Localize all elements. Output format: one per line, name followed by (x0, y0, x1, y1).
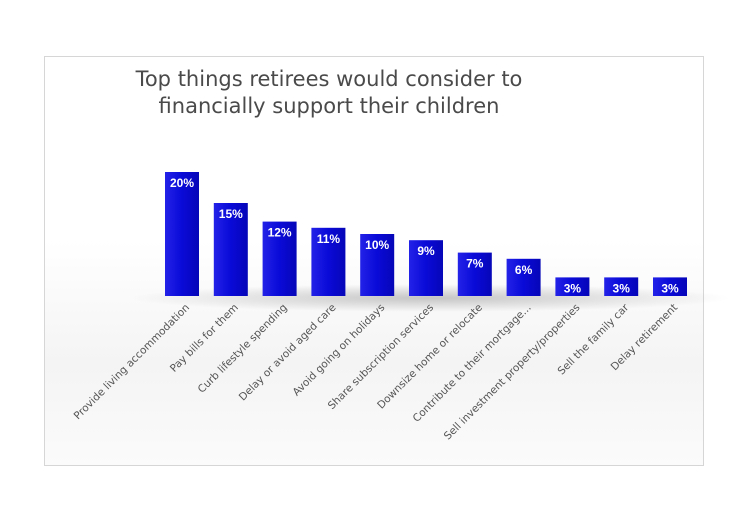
bar-10 (653, 277, 687, 296)
x-tick-label-3: Delay or avoid aged care (237, 302, 339, 404)
bar-value-label-4: 10% (365, 238, 389, 252)
bar-value-label-1: 15% (219, 207, 243, 221)
x-tick-label-5: Share subscription services (326, 302, 436, 412)
x-tick-label-2: Curb lifestyle spending (196, 302, 290, 396)
bar-value-label-10: 3% (661, 281, 679, 295)
bar-6 (457, 252, 492, 296)
bar-3 (311, 227, 346, 296)
bar-4 (360, 234, 395, 296)
bar-value-label-3: 11% (317, 232, 341, 246)
x-tick-label-6: Downsize home or relocate (375, 302, 485, 412)
bar-5 (409, 240, 443, 296)
bar-2 (262, 221, 297, 296)
bar-value-label-5: 9% (417, 244, 435, 258)
bar-8 (555, 277, 590, 296)
x-tick-label-4: Avoid going on holidays (291, 302, 388, 399)
chart-title-line-1: Top things retirees would consider to (135, 67, 523, 91)
chart-title-line-2: financially support their children (158, 94, 500, 118)
bar-value-label-9: 3% (613, 281, 631, 295)
bar-value-label-8: 3% (564, 281, 582, 295)
bar-value-label-0: 20% (170, 176, 194, 190)
bar-value-label-7: 6% (515, 263, 533, 277)
bars (165, 172, 687, 296)
bar-0 (165, 172, 199, 296)
bar-value-label-2: 12% (268, 226, 292, 240)
bar-labels: 20% 15% 12% 11% 10% 9% 7% 6% 3% 3% 3% (170, 176, 679, 295)
bar-1 (213, 203, 248, 296)
bar-7 (506, 258, 541, 296)
bar-9 (604, 277, 639, 296)
chart-title: Top things retirees would consider to fi… (44, 66, 614, 120)
bar-value-label-6: 7% (466, 257, 484, 271)
